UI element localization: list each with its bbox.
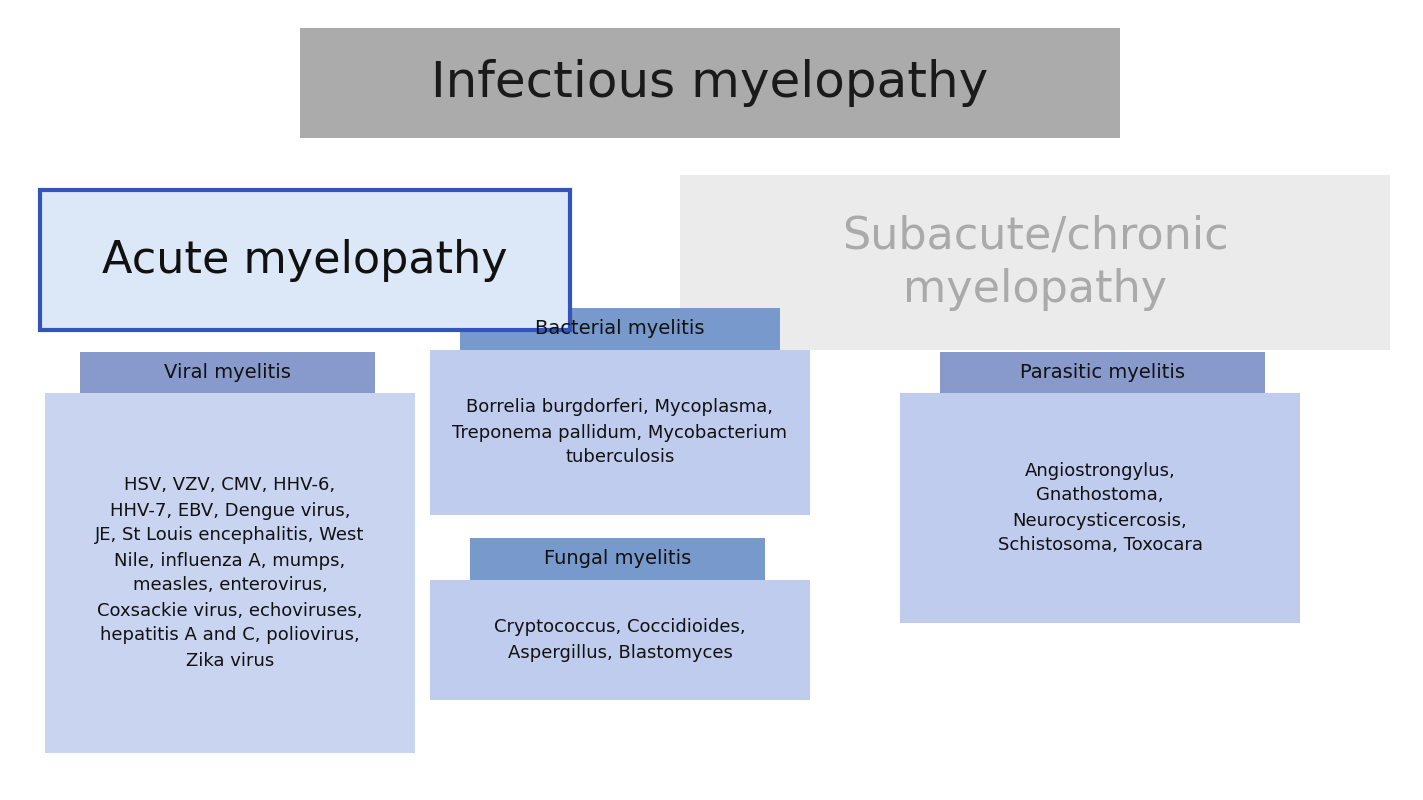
FancyBboxPatch shape [430, 350, 810, 515]
Text: Infectious myelopathy: Infectious myelopathy [431, 59, 989, 107]
Text: Angiostrongylus,
Gnathostoma,
Neurocysticercosis,
Schistosoma, Toxocara: Angiostrongylus, Gnathostoma, Neurocysti… [998, 462, 1202, 554]
Text: Viral myelitis: Viral myelitis [164, 363, 290, 382]
FancyBboxPatch shape [899, 393, 1301, 623]
Text: Bacterial myelitis: Bacterial myelitis [535, 319, 704, 338]
Text: Acute myelopathy: Acute myelopathy [102, 238, 508, 282]
FancyBboxPatch shape [80, 352, 376, 394]
FancyBboxPatch shape [470, 538, 766, 580]
Text: Borrelia burgdorferi, Mycoplasma,
Treponema pallidum, Mycobacterium
tuberculosis: Borrelia burgdorferi, Mycoplasma, Trepon… [453, 398, 787, 466]
FancyBboxPatch shape [460, 308, 780, 350]
FancyBboxPatch shape [430, 580, 810, 700]
FancyBboxPatch shape [680, 175, 1390, 350]
FancyBboxPatch shape [941, 352, 1265, 394]
Text: Cryptococcus, Coccidioides,
Aspergillus, Blastomyces: Cryptococcus, Coccidioides, Aspergillus,… [494, 618, 746, 662]
FancyBboxPatch shape [300, 28, 1120, 138]
Text: HSV, VZV, CMV, HHV-6,
HHV-7, EBV, Dengue virus,
JE, St Louis encephalitis, West
: HSV, VZV, CMV, HHV-6, HHV-7, EBV, Dengue… [95, 477, 364, 670]
Text: Fungal myelitis: Fungal myelitis [544, 550, 692, 569]
FancyBboxPatch shape [46, 393, 416, 753]
Text: Subacute/chronic
myelopathy: Subacute/chronic myelopathy [841, 214, 1228, 310]
FancyBboxPatch shape [40, 190, 571, 330]
Text: Parasitic myelitis: Parasitic myelitis [1020, 363, 1185, 382]
